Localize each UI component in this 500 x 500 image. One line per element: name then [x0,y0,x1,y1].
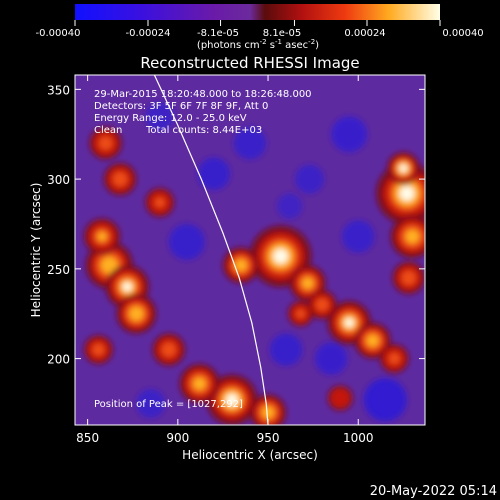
emission-source [145,188,175,217]
emission-source [250,394,287,425]
negative-source [233,126,267,160]
annotation-method: Clean [94,125,122,136]
emission-source [84,335,113,365]
emission-source [152,333,186,366]
image-annotation: 29-Mar-2015 18:20:48.000 to 18:26:48.000… [94,89,312,410]
colorbar-tick-label: -0.00024 [126,28,171,39]
y-tick-label: 300 [47,173,70,187]
y-axis-label: Heliocentric Y (arcsec) [29,183,43,318]
emission-source [390,214,425,259]
colorbar-tick-label: 0.00040 [442,28,483,39]
negative-source [168,223,205,260]
solar-limb-curve [153,75,269,425]
colorbar-tick-labels: -0.00040 -0.00024 -8.1e-05 8.1e-05 0.000… [36,28,484,39]
y-tick-label: 200 [47,353,70,367]
emission-source [206,374,258,425]
axis-ticks [75,75,425,425]
annotation-peak-position: Position of Peak = [1027,292] [94,399,243,410]
y-tick-label: 350 [47,83,70,97]
emission-source [179,363,220,404]
axis-tick-labels: 850 900 950 1000 200 250 300 350 [47,83,373,445]
annotation-total-counts: Total counts: 8.44E+03 [145,125,262,136]
negative-source [331,116,368,153]
emission-source [354,322,391,359]
annotation-energy-range: Energy Range: 12.0 - 25.0 keV [94,113,247,124]
y-tick-label: 250 [47,263,70,277]
colorbar-unit-label: (photons cm-2 s-1 asec-2) [197,38,319,51]
negative-source [136,389,166,418]
emission-source [222,247,260,284]
negative-source [269,333,303,366]
chart-title: Reconstructed RHESSI Image [140,54,359,72]
emission-source [379,344,409,374]
negative-source [342,220,375,253]
colorbar-tick-label: 8.1e-05 [263,28,301,39]
x-tick-label: 950 [257,431,280,445]
emission-source [387,152,420,185]
emission-sources [84,126,425,425]
colorbar-tick-label: -0.00040 [36,28,81,39]
x-tick-label: 900 [166,431,189,445]
negative-source [295,164,324,194]
colorbar-tick-label: 0.00024 [344,28,385,39]
emission-source [250,225,312,287]
emission-source [287,301,314,327]
emission-source [84,218,121,255]
emission-source [289,265,326,302]
emission-source [89,126,122,160]
colorbar [75,4,440,20]
negative-source [277,193,303,219]
x-axis-label: Heliocentric X (arcsec) [182,448,318,462]
negative-sources [136,101,407,422]
negative-source [314,342,348,375]
negative-source [363,378,407,422]
negative-source [145,101,175,131]
emission-source [376,162,425,225]
negative-source [197,157,231,190]
emission-source [103,162,137,196]
colorbar-ticks [74,20,441,26]
x-tick-label: 1000 [343,431,374,445]
colorbar-tick-label: -8.1e-05 [197,28,239,39]
annotation-detectors: Detectors: 3F 5F 6F 7F 8F 9F, Att 0 [94,101,268,112]
plot-frame [74,74,426,426]
emission-source [392,261,425,295]
generation-date: 20-May-2022 05:14 [370,484,497,499]
emission-source [307,290,337,320]
emission-source [116,293,157,334]
annotation-time-range: 29-Mar-2015 18:20:48.000 to 18:26:48.000 [94,89,312,100]
x-tick-label: 850 [76,431,99,445]
emission-source [327,385,353,411]
